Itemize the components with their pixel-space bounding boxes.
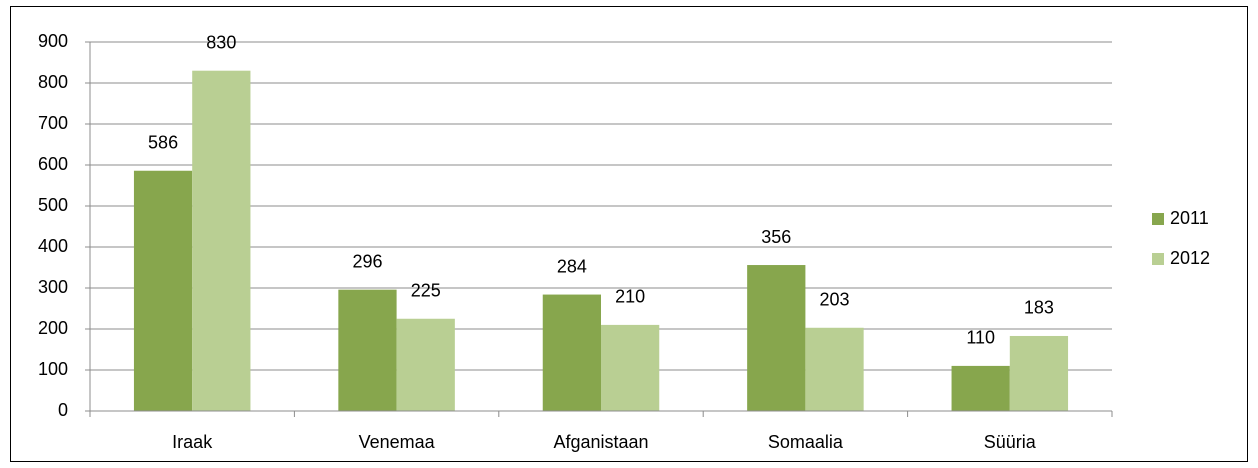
bar [192,70,251,411]
y-tick-label: 200 [38,318,68,338]
y-tick-label: 400 [38,236,68,256]
bar [1009,335,1069,411]
data-label: 296 [352,251,382,271]
y-tick-label: 600 [38,154,68,174]
data-label: 225 [411,281,441,301]
y-tick-label: 100 [38,359,68,379]
legend-swatch [1152,253,1164,265]
y-tick-label: 800 [38,72,68,92]
bar [601,324,660,411]
x-tick-label: Somaalia [768,432,844,452]
data-label: 356 [761,227,791,247]
y-tick-label: 300 [38,277,68,297]
y-tick-label: 500 [38,195,68,215]
bar [338,289,397,411]
y-tick-label: 0 [58,400,68,420]
legend-label: 2012 [1170,248,1210,268]
y-tick-label: 900 [38,31,68,51]
x-tick-label: Iraak [172,432,213,452]
data-label: 830 [206,32,236,52]
x-tick-label: Süüria [984,432,1037,452]
data-label: 284 [557,256,587,276]
data-label: 183 [1024,298,1054,318]
legend-label: 2011 [1170,208,1209,228]
bar [805,327,864,411]
data-label: 210 [615,287,645,307]
bar [951,365,1010,411]
data-label: 203 [820,290,850,310]
bar [396,318,455,411]
bar [747,265,806,411]
data-label: 110 [966,328,995,348]
legend-swatch [1152,213,1164,225]
x-tick-label: Venemaa [359,432,436,452]
data-label: 586 [148,132,178,152]
bar [542,294,601,411]
y-tick-label: 700 [38,113,68,133]
bar [133,170,193,411]
x-tick-label: Afganistaan [553,432,648,452]
